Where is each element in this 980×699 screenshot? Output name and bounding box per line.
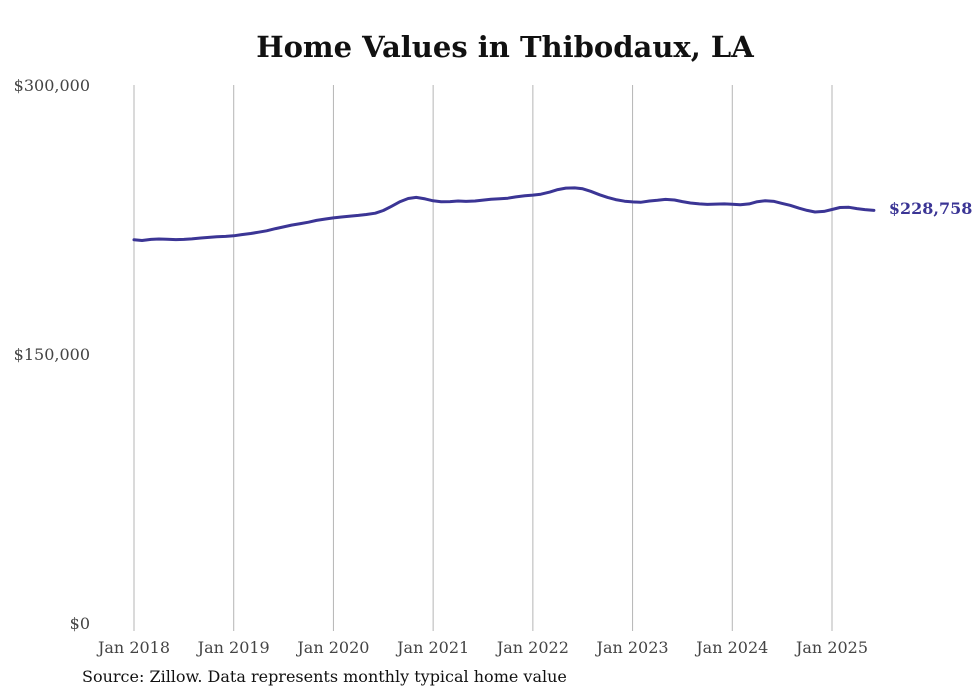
- x-tick-label: Jan 2021: [395, 638, 469, 657]
- chart-title: Home Values in Thibodaux, LA: [256, 30, 754, 64]
- x-tick-label: Jan 2022: [495, 638, 569, 657]
- x-tick-label: Jan 2018: [96, 638, 170, 657]
- source-note: Source: Zillow. Data represents monthly …: [82, 667, 567, 686]
- x-tick-label: Jan 2020: [295, 638, 369, 657]
- x-axis: Jan 2018 Jan 2019 Jan 2020 Jan 2021 Jan 2022…: [96, 638, 868, 657]
- gridlines: [133, 85, 833, 631]
- x-tick-label: Jan 2019: [196, 638, 270, 657]
- x-tick-label: Jan 2025: [794, 638, 868, 657]
- y-tick-label: $0: [70, 614, 90, 633]
- y-axis: $0 $150,000 $300,000: [14, 76, 90, 633]
- series-layer: $228,758: [132, 186, 973, 242]
- x-tick-label: Jan 2024: [694, 638, 768, 657]
- x-tick-label: Jan 2023: [595, 638, 669, 657]
- end-value-label: $228,758: [889, 199, 973, 218]
- y-tick-label: $300,000: [14, 76, 90, 95]
- series-line: [132, 186, 876, 242]
- y-tick-label: $150,000: [14, 345, 90, 364]
